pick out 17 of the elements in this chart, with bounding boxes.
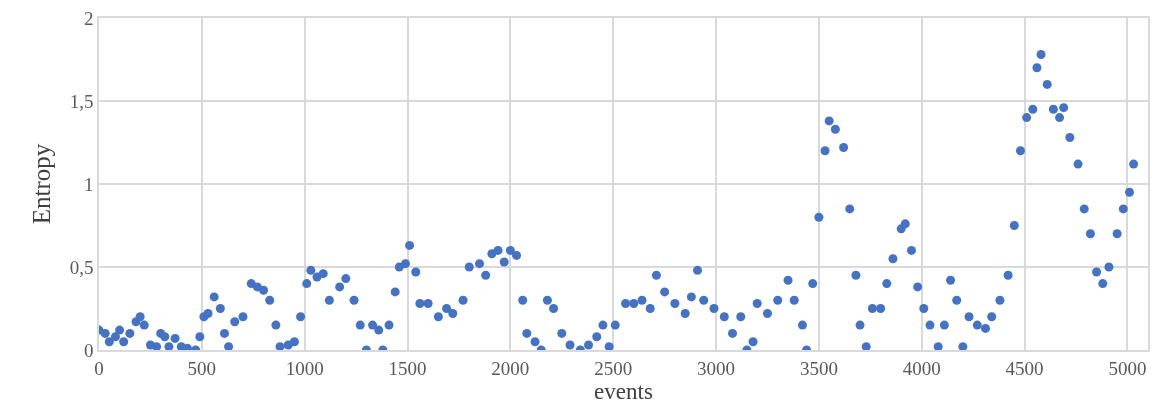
- x-tick-label: 2000: [491, 357, 530, 379]
- x-axis-title: events: [594, 378, 653, 404]
- x-tick-label: 1000: [285, 357, 324, 379]
- x-tick-label: 2500: [594, 357, 633, 379]
- x-tick-label: 4000: [902, 357, 941, 379]
- x-tick-label: 3500: [799, 357, 838, 379]
- x-tick-label: 1500: [388, 357, 427, 379]
- x-tick-label: 4500: [1005, 357, 1044, 379]
- y-tick-label: 0,5: [69, 256, 94, 278]
- x-tick-label: 5000: [1108, 357, 1147, 379]
- y-tick-label: 1: [83, 173, 94, 195]
- y-tick-label: 2: [83, 7, 94, 29]
- x-tick-label: 3000: [697, 357, 736, 379]
- y-axis-title: Entropy: [27, 143, 55, 225]
- y-tick-label: 0: [83, 339, 94, 361]
- y-tick-label: 1,5: [69, 90, 94, 112]
- x-tick-label: 500: [187, 357, 217, 379]
